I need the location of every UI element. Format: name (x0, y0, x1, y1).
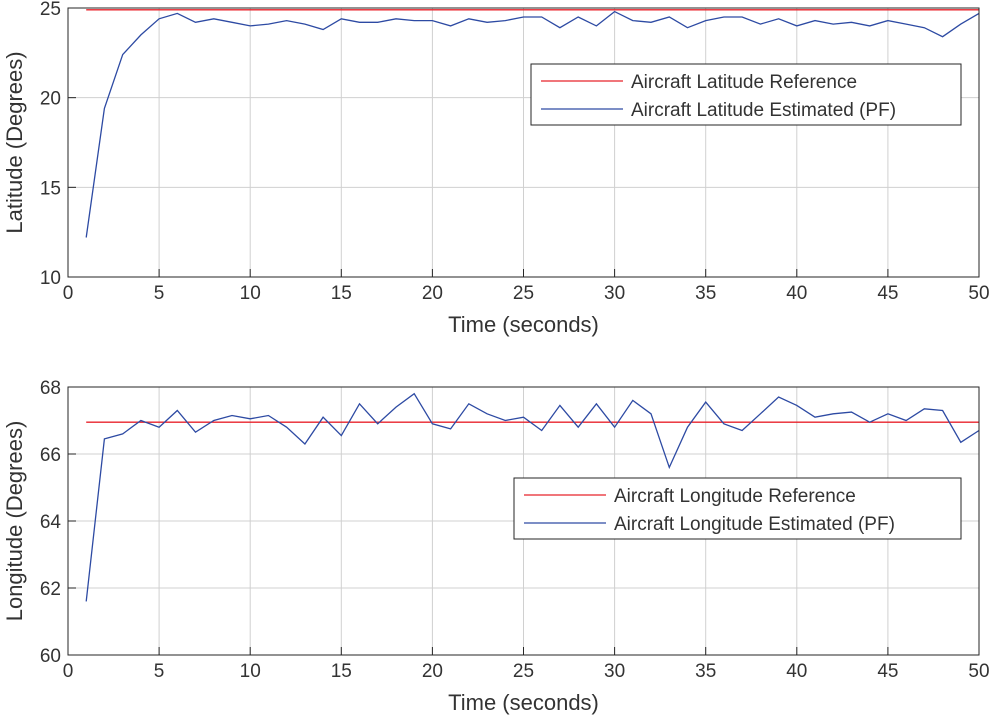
legend: Aircraft Longitude Reference Aircraft Lon… (513, 477, 962, 540)
x-tick-label: 10 (240, 661, 261, 682)
y-tick-label: 60 (40, 646, 61, 667)
x-tick-label: 25 (513, 661, 534, 682)
x-axis-label: Time (seconds) (448, 312, 599, 337)
chart-1: 0 5 10 15 20 25 30 35 40 45 50 10 15 20 25 Time (second… (2, 0, 990, 337)
y-tick-label: 10 (40, 268, 61, 289)
y-tick-label: 68 (40, 378, 61, 399)
series-line-estimated (85, 392, 980, 602)
series-line-estimated (85, 10, 980, 238)
x-tick-label: 50 (968, 661, 989, 682)
y-axis-label: Latitude (Degrees) (2, 51, 27, 233)
x-tick-label: 15 (331, 283, 352, 304)
x-tick-label: 40 (786, 661, 807, 682)
legend-label-reference: Aircraft Longitude Reference (614, 486, 856, 507)
y-axis-label: Longitude (Degrees) (2, 421, 27, 622)
y-tick-label: 20 (40, 89, 61, 110)
x-tick-label: 40 (786, 283, 807, 304)
x-tick-label: 20 (422, 661, 443, 682)
legend-label-reference: Aircraft Latitude Reference (631, 72, 857, 93)
x-tick-label: 35 (695, 283, 716, 304)
chart-2: 0 5 10 15 20 25 30 35 40 45 50 60 62 64 66 68 Time (seco… (2, 378, 990, 715)
x-tick-label: 15 (331, 661, 352, 682)
x-tick-label: 45 (877, 283, 898, 304)
x-tick-label: 35 (695, 661, 716, 682)
legend-label-estimated: Aircraft Latitude Estimated (PF) (631, 100, 896, 121)
x-tick-label: 45 (877, 661, 898, 682)
legend: Aircraft Latitude Reference Aircraft Lati… (530, 63, 962, 126)
x-tick-label: 10 (240, 283, 261, 304)
x-tick-label: 0 (63, 661, 74, 682)
x-tick-label: 5 (154, 661, 165, 682)
x-tick-label: 30 (604, 661, 625, 682)
x-tick-label: 50 (968, 283, 989, 304)
x-axis-label: Time (seconds) (448, 690, 599, 715)
legend-label-estimated: Aircraft Longitude Estimated (PF) (614, 514, 895, 535)
legend-box (513, 477, 962, 540)
y-tick-label: 66 (40, 445, 61, 466)
legend-box (530, 63, 962, 126)
x-tick-label: 0 (63, 283, 74, 304)
y-tick-label: 25 (40, 0, 61, 20)
x-tick-label: 30 (604, 283, 625, 304)
y-tick-label: 62 (40, 579, 61, 600)
x-tick-label: 25 (513, 283, 534, 304)
x-tick-label: 20 (422, 283, 443, 304)
y-tick-label: 15 (40, 178, 61, 199)
x-tick-label: 5 (154, 283, 165, 304)
y-tick-label: 64 (40, 512, 62, 533)
